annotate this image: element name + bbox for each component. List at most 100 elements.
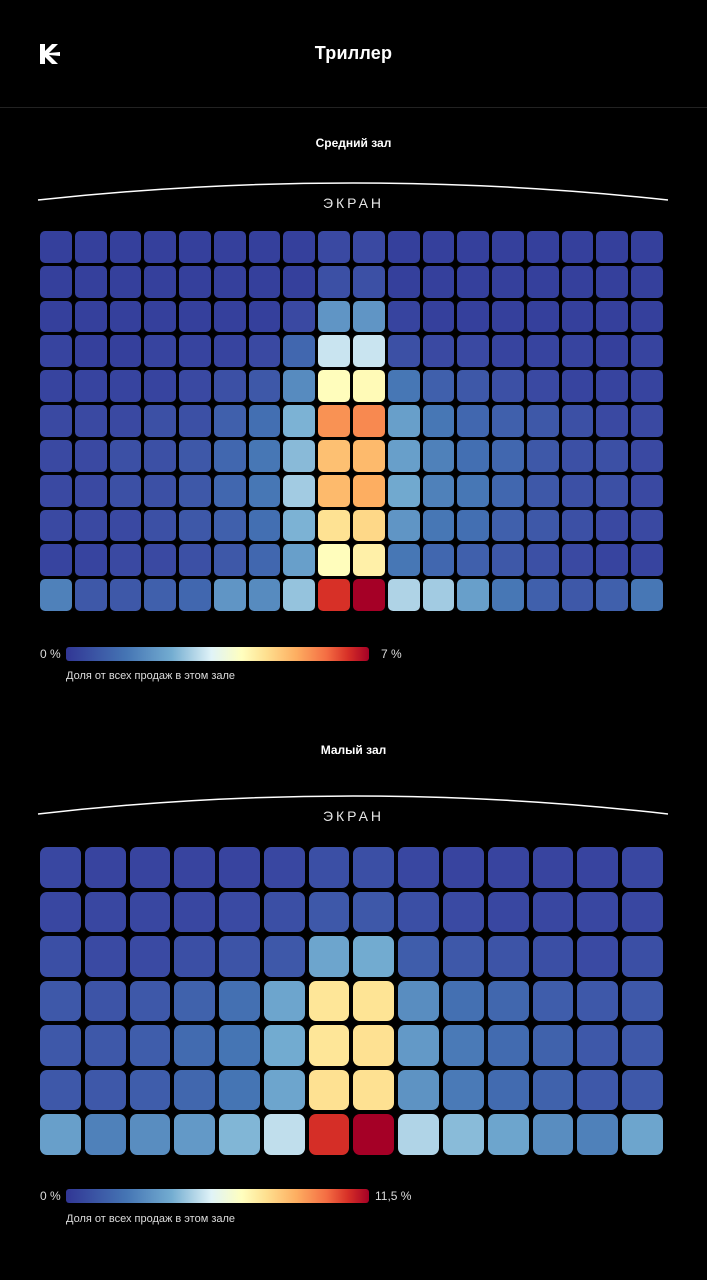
seat-cell <box>248 544 281 577</box>
seat-cell <box>179 405 211 437</box>
seat-cell <box>40 439 72 472</box>
seat-cell <box>40 847 81 888</box>
seat-cell <box>84 980 126 1022</box>
seat-cell <box>457 335 490 368</box>
seat-cell <box>109 474 142 507</box>
seat-cell <box>457 579 490 611</box>
seat-cell <box>179 335 211 368</box>
seat-cell <box>248 265 281 298</box>
seat-cell <box>129 891 171 933</box>
seat-cell <box>353 231 385 263</box>
seat-cell <box>532 1114 574 1155</box>
screen-arc <box>37 795 669 815</box>
seat-cell <box>318 544 350 577</box>
seat-cell <box>422 474 455 507</box>
legend-color-bar <box>66 647 369 661</box>
seat-cell <box>422 509 455 542</box>
seat-cell <box>144 335 177 368</box>
seat-cell <box>263 936 305 977</box>
seat-cell <box>353 936 395 977</box>
seat-cell <box>353 1069 395 1111</box>
seat-cell <box>487 847 529 888</box>
seat-cell <box>308 980 350 1022</box>
screen-arc <box>37 182 669 201</box>
seat-cell <box>526 335 559 368</box>
seat-cell <box>398 936 440 977</box>
seat-cell <box>487 1114 529 1155</box>
seat-cell <box>129 980 171 1022</box>
seat-cell <box>622 1114 663 1155</box>
seat-cell <box>561 439 594 472</box>
seat-cell <box>213 231 246 263</box>
kinopoisk-logo-icon[interactable] <box>38 42 62 66</box>
seat-cell <box>74 265 107 298</box>
seat-cell <box>213 335 246 368</box>
seat-cell <box>40 1025 81 1066</box>
seat-cell <box>40 1069 81 1111</box>
seat-cell <box>353 439 385 472</box>
seat-cell <box>74 335 107 368</box>
seat-cell <box>283 370 316 403</box>
seat-cell <box>283 231 316 263</box>
seat-cell <box>174 1069 216 1111</box>
seat-cell <box>109 439 142 472</box>
seat-cell <box>532 891 574 933</box>
seat-cell <box>631 335 663 368</box>
seat-cell <box>398 1025 440 1066</box>
legend-caption: Доля от всех продаж в этом зале <box>66 670 236 682</box>
seat-cell <box>40 300 72 333</box>
seat-cell <box>631 405 663 437</box>
seat-cell <box>144 265 177 298</box>
seat-cell <box>353 579 385 611</box>
seat-cell <box>577 1114 619 1155</box>
seat-cell <box>577 1025 619 1066</box>
seat-cell <box>129 847 171 888</box>
seat-cell <box>84 1069 126 1111</box>
seat-cell <box>40 544 72 577</box>
seat-cell <box>387 405 420 437</box>
seat-cell <box>596 300 629 333</box>
seat-cell <box>622 847 663 888</box>
seat-cell <box>443 1069 484 1111</box>
seat-cell <box>526 405 559 437</box>
seat-cell <box>318 405 350 437</box>
seat-cell <box>631 231 663 263</box>
seat-cell <box>263 1025 305 1066</box>
legend-small: 0 % 11,5 % Доля от всех продаж в этом за… <box>0 1189 707 1239</box>
seat-cell <box>457 509 490 542</box>
seat-cell <box>532 980 574 1022</box>
seat-cell <box>353 847 395 888</box>
seat-cell <box>308 847 350 888</box>
seat-cell <box>561 370 594 403</box>
seat-cell <box>353 544 385 577</box>
seat-cell <box>596 579 629 611</box>
hall-title: Средний зал <box>315 136 392 150</box>
seat-cell <box>622 936 663 977</box>
seat-cell <box>398 980 440 1022</box>
seat-cell <box>179 300 211 333</box>
seat-cell <box>74 405 107 437</box>
seat-cell <box>443 936 484 977</box>
seat-cell <box>248 405 281 437</box>
seat-cell <box>283 579 316 611</box>
seat-cell <box>487 980 529 1022</box>
seat-cell <box>526 579 559 611</box>
seat-cell <box>129 1114 171 1155</box>
seat-cell <box>74 509 107 542</box>
seat-cell <box>596 370 629 403</box>
seat-cell <box>596 231 629 263</box>
seat-cell <box>443 891 484 933</box>
seat-cell <box>622 1069 663 1111</box>
seat-cell <box>443 980 484 1022</box>
seat-cell <box>109 370 142 403</box>
seat-cell <box>398 1114 440 1155</box>
seat-cell <box>263 847 305 888</box>
seat-cell <box>74 579 107 611</box>
seat-cell <box>353 370 385 403</box>
seat-cell <box>492 405 524 437</box>
seat-cell <box>561 579 594 611</box>
seat-cell <box>561 335 594 368</box>
seat-cell <box>144 231 177 263</box>
seat-cell <box>492 474 524 507</box>
seat-cell <box>40 265 72 298</box>
